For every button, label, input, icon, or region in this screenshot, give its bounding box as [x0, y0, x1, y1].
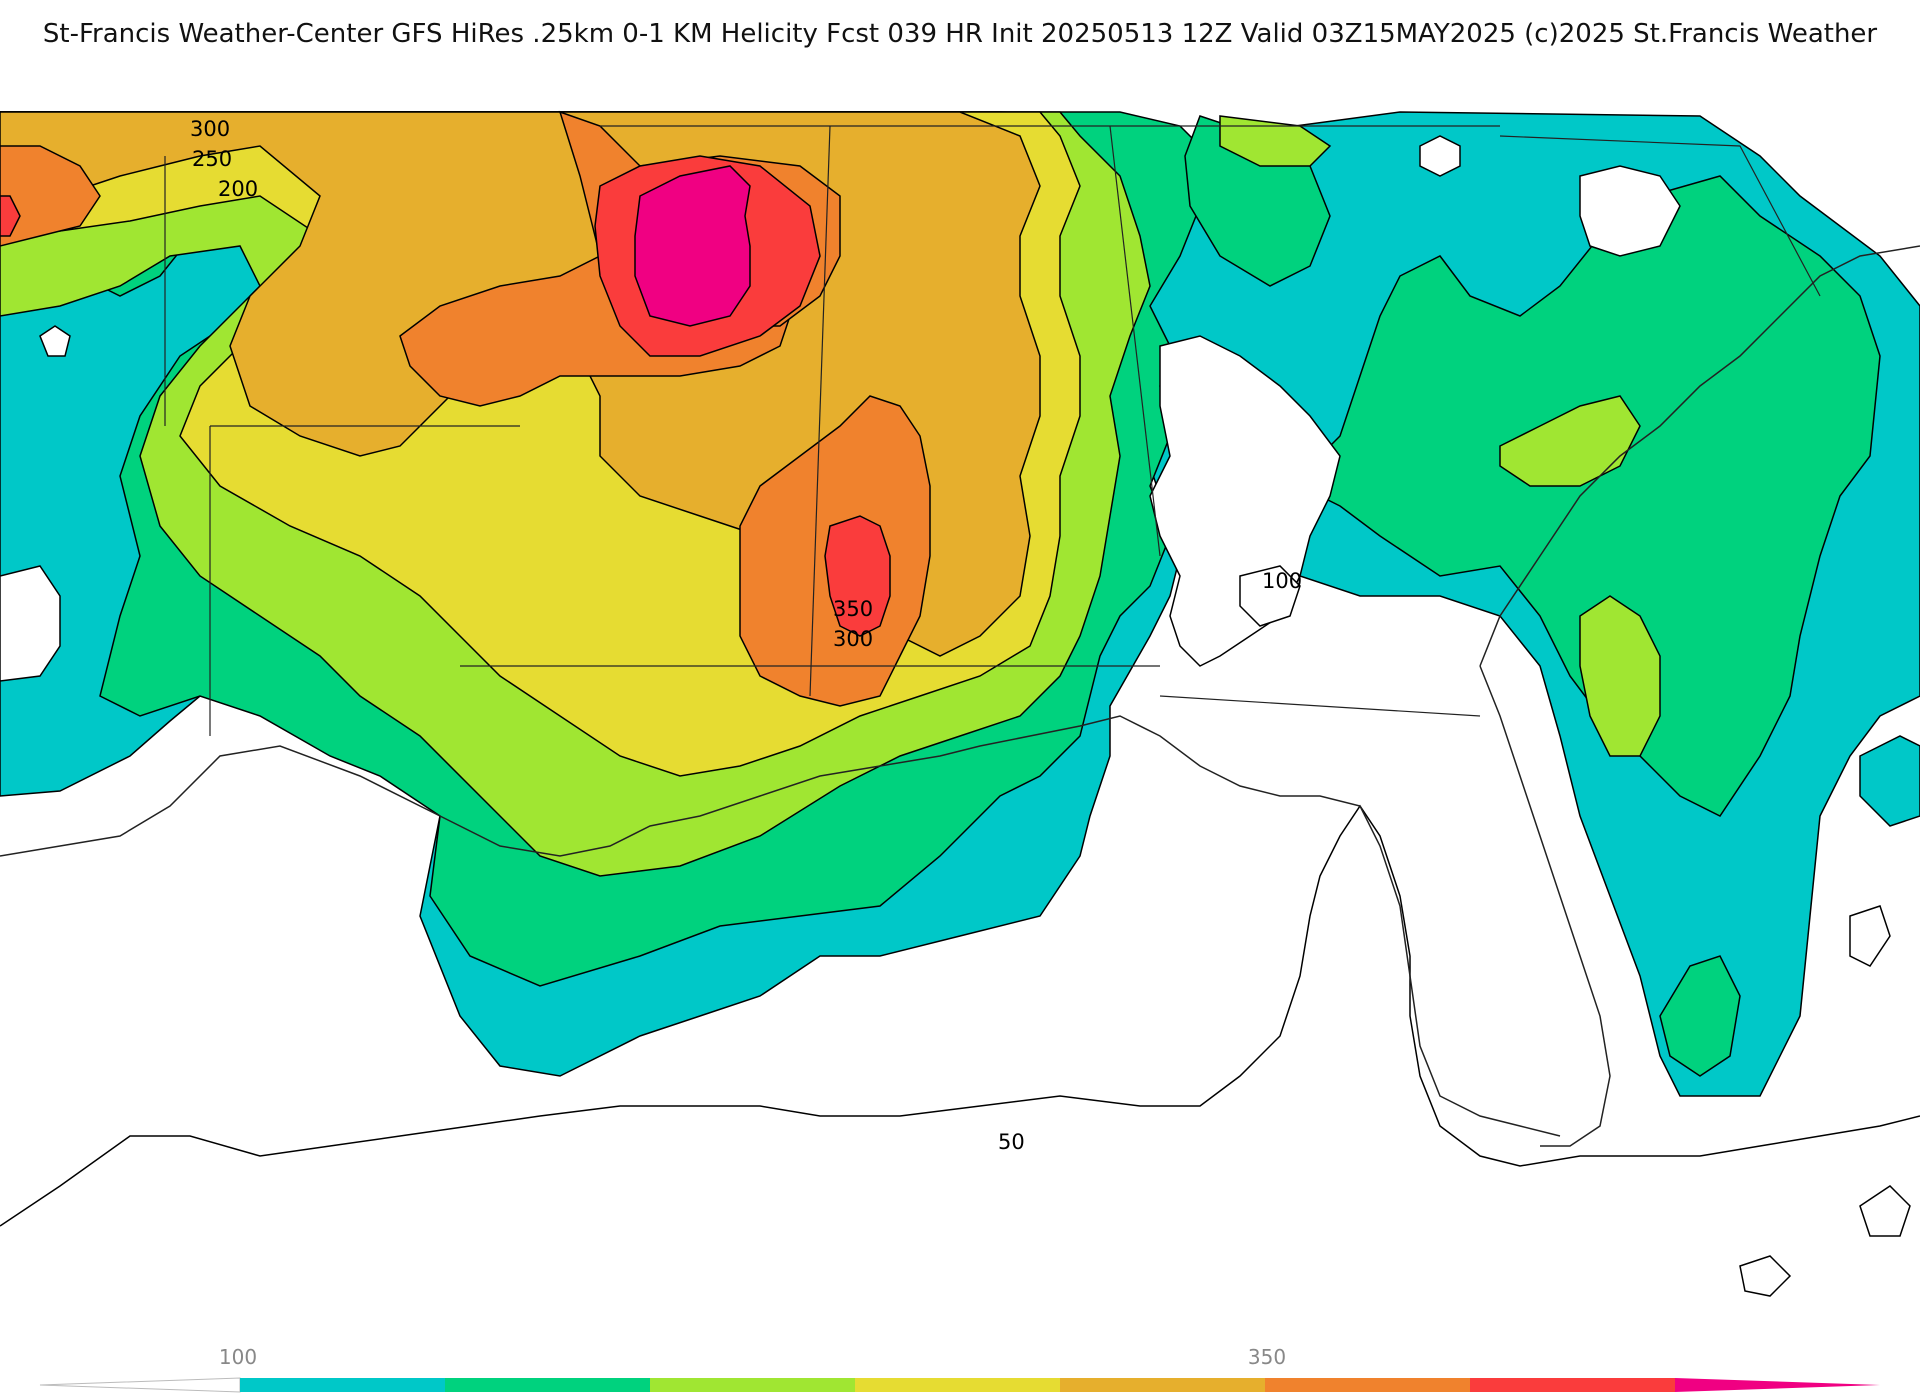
colorbar-tick-350: 350	[1248, 1345, 1286, 1369]
colorbar-seg-250	[855, 1378, 1060, 1392]
contour-label-50: 50	[998, 1130, 1025, 1154]
contour-label-200: 200	[218, 177, 258, 201]
band-350-west	[0, 145, 101, 247]
contour-label-300a: 300	[190, 117, 230, 141]
band-100-atlantic-tail	[1859, 735, 1920, 827]
helicity-map: 300 250 200 100 350 300 50	[0, 56, 1920, 1342]
state-borders	[164, 125, 1821, 736]
contour-50-loop2	[1739, 1255, 1792, 1297]
colorbar-seg-350	[1265, 1378, 1470, 1392]
band-450-north	[634, 165, 751, 327]
gulf-coast	[0, 715, 1561, 1137]
hole-tx-small	[39, 325, 71, 357]
border-fl-ga	[1159, 695, 1481, 717]
band-400-west-edge	[0, 195, 21, 237]
colorbar-seg-400	[1470, 1378, 1675, 1392]
band-200-patch-ga	[1579, 595, 1661, 757]
contour-labels: 300 250 200 100 350 300 50	[190, 117, 1302, 1154]
contour-50-main	[0, 804, 1920, 1227]
border-nc-sc	[1499, 135, 1821, 297]
band-150-florida-coast	[1659, 955, 1741, 1077]
colorbar-right-arrow	[1675, 1378, 1880, 1392]
colorbar: 100 350	[39, 1345, 1880, 1393]
hole-west-edge	[0, 565, 61, 682]
contour-label-250: 250	[192, 147, 232, 171]
contour-label-350: 350	[833, 597, 873, 621]
atlantic-coast	[1479, 245, 1920, 667]
hole-florida-inner	[1239, 565, 1301, 627]
colorbar-seg-150	[445, 1378, 650, 1392]
contour-50-loop3	[1849, 905, 1891, 967]
florida-east-coast	[1479, 665, 1611, 1147]
band-200-patch-ne	[1499, 395, 1641, 487]
colorbar-seg-200	[650, 1378, 855, 1392]
colorbar-tick-100: 100	[219, 1345, 257, 1369]
coastline	[0, 245, 1920, 1147]
border-al-ga	[1109, 125, 1161, 557]
contour-label-100: 100	[1262, 569, 1302, 593]
hole-ne-small	[1419, 135, 1461, 177]
band-450	[634, 165, 751, 327]
colorbar-seg-300	[1060, 1378, 1265, 1392]
hole-ne-large	[1579, 165, 1681, 257]
border-ms-al	[809, 125, 831, 697]
map-title: St-Francis Weather-Center GFS HiRes .25k…	[42, 19, 1878, 49]
contour-label-300b: 300	[833, 627, 873, 651]
contour-50	[0, 804, 1920, 1297]
colorbar-seg-100	[240, 1378, 445, 1392]
band-400-south	[824, 515, 891, 637]
colorbar-segments	[240, 1378, 1675, 1392]
white-holes	[0, 135, 1681, 682]
colorbar-left-arrow	[39, 1377, 241, 1393]
contour-50-loop1	[1859, 1185, 1911, 1237]
